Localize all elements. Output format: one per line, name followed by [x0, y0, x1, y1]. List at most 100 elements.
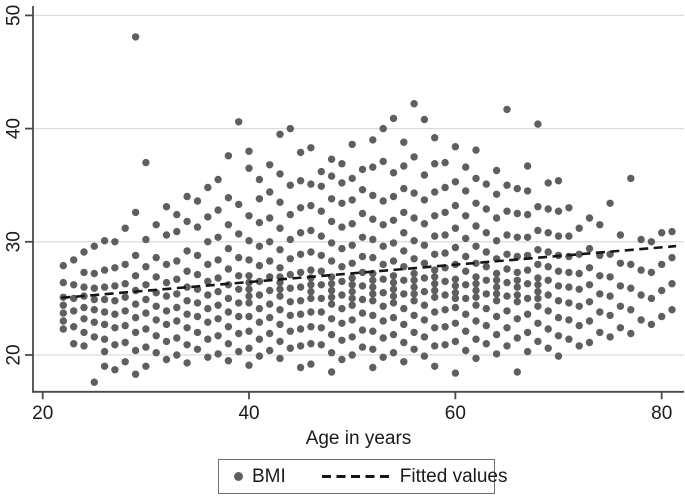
- scatter-point: [214, 175, 222, 184]
- scatter-point: [420, 171, 429, 179]
- scatter-point: [183, 297, 191, 305]
- scatter-point: [235, 272, 243, 280]
- scatter-point: [183, 247, 191, 255]
- scatter-point: [575, 342, 583, 350]
- scatter-point: [204, 277, 212, 286]
- scatter-point: [451, 369, 460, 377]
- scatter-point: [420, 352, 429, 360]
- scatter-point: [348, 281, 356, 289]
- scatter-point: [193, 251, 202, 260]
- scatter-point: [162, 260, 171, 269]
- scatter-point: [204, 304, 212, 313]
- scatter-point: [255, 175, 264, 184]
- x-axis-label: Age in years: [305, 428, 412, 449]
- scatter-point: [193, 197, 202, 205]
- scatter-point: [327, 286, 336, 295]
- scatter-point: [245, 312, 253, 321]
- scatter-point: [503, 324, 511, 332]
- scatter-point: [637, 291, 645, 299]
- scatter-point: [369, 163, 377, 171]
- scatter-point: [286, 181, 294, 189]
- scatter-point: [462, 346, 470, 355]
- scatter-point: [348, 259, 356, 267]
- scatter-point: [379, 242, 387, 250]
- scatter-point: [596, 290, 604, 298]
- scatter-point: [317, 167, 325, 176]
- scatter-point: [400, 229, 408, 237]
- scatter-point: [245, 147, 253, 155]
- scatter-point: [389, 192, 398, 201]
- scatter-point: [296, 177, 305, 185]
- scatter-point: [70, 323, 78, 331]
- scatter-point: [266, 273, 274, 281]
- scatter-point: [369, 136, 377, 144]
- scatter-point: [317, 232, 325, 240]
- scatter-point: [482, 321, 490, 330]
- scatter-point: [111, 324, 119, 332]
- scatter-point: [245, 292, 253, 300]
- scatter-point: [224, 265, 233, 273]
- scatter-point: [668, 253, 676, 262]
- scatter-point: [162, 278, 171, 287]
- scatter-point: [131, 208, 140, 217]
- scatter-point: [296, 204, 305, 212]
- scatter-point: [317, 267, 325, 275]
- scatter-point: [70, 294, 78, 303]
- scatter-point: [637, 266, 645, 274]
- scatter-point: [307, 248, 315, 256]
- scatter-point: [327, 349, 336, 357]
- scatter-point: [214, 332, 222, 340]
- scatter-point: [534, 260, 542, 269]
- scatter-point: [400, 184, 408, 193]
- scatter-point: [513, 268, 521, 277]
- scatter-point: [80, 315, 88, 323]
- scatter-point: [389, 349, 398, 357]
- scatter-point: [462, 212, 470, 220]
- scatter-point: [585, 264, 594, 272]
- scatter-point: [544, 229, 552, 237]
- scatter-point: [296, 325, 305, 333]
- x-tick-label: 40: [238, 403, 259, 424]
- scatter-point: [100, 295, 109, 304]
- scatter-point: [637, 235, 645, 244]
- scatter-point: [451, 319, 460, 327]
- scatter-point: [142, 281, 150, 289]
- scatter-point: [338, 160, 346, 168]
- legend-box: BMI Fitted values: [218, 459, 508, 494]
- scatter-point: [286, 210, 294, 219]
- scatter-point: [286, 311, 294, 320]
- scatter-point: [245, 361, 253, 369]
- scatter-point: [131, 328, 140, 337]
- scatter-point: [554, 177, 563, 185]
- scatter-point: [451, 337, 460, 346]
- scatter-point: [235, 312, 243, 321]
- scatter-point: [441, 208, 449, 217]
- scatter-point: [451, 243, 460, 252]
- scatter-point: [204, 318, 212, 326]
- scatter-point: [173, 351, 181, 359]
- scatter-point: [245, 327, 253, 335]
- scatter-point: [317, 281, 325, 289]
- scatter-point: [410, 328, 418, 337]
- scatter-point: [523, 280, 532, 288]
- scatter-point: [111, 264, 119, 272]
- scatter-point: [111, 297, 119, 305]
- scatter-point: [276, 320, 284, 329]
- scatter-point: [668, 280, 676, 288]
- scatter-point: [472, 242, 480, 250]
- scatter-point: [100, 308, 109, 316]
- scatter-point: [637, 316, 645, 324]
- scatter-point: [204, 238, 212, 246]
- scatter-point: [327, 172, 336, 180]
- scatter-point: [266, 238, 274, 246]
- scatter-point: [255, 304, 264, 313]
- scatter-point: [647, 238, 656, 246]
- scatter-point: [400, 276, 408, 284]
- scatter-point: [348, 241, 356, 249]
- scatter-point: [554, 332, 563, 340]
- scatter-point: [100, 320, 109, 329]
- scatter-point: [338, 336, 346, 344]
- scatter-point: [224, 244, 233, 253]
- scatter-point: [400, 138, 408, 146]
- scatter-point: [451, 143, 460, 151]
